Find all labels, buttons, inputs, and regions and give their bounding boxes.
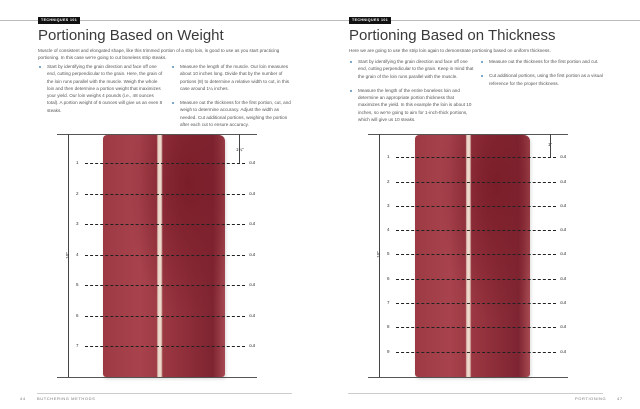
portion-number: 9: [387, 349, 390, 354]
cut-line: [396, 182, 556, 183]
cut-line: [396, 230, 556, 231]
cut-label: cut: [560, 349, 567, 354]
cut-label: cut: [560, 251, 567, 256]
portion-number: 4: [387, 227, 390, 232]
section-badge: TECHNIQUES 101: [349, 17, 392, 24]
portion-number: 7: [76, 343, 79, 348]
steps-column-1: Start by identifying the grain direction…: [349, 58, 474, 130]
page-number: 47: [617, 396, 623, 401]
cut-line: [396, 327, 556, 328]
cut-line: [85, 316, 245, 317]
step-item: Cut additional portions, using the first…: [480, 72, 605, 87]
cut-line: [85, 194, 245, 195]
cut-label: cut: [560, 324, 567, 329]
portion-number: 4: [76, 252, 79, 257]
section-badge: TECHNIQUES 101: [38, 17, 81, 24]
portion-number: 7: [387, 300, 390, 305]
cut-line: [396, 303, 556, 304]
cut-label: cut: [249, 221, 256, 226]
bottom-rule: [368, 377, 568, 378]
footer-rule: [348, 393, 603, 394]
portion-arrow: [239, 134, 240, 163]
intro-text: Muscle of consistent and elongated shape…: [38, 48, 280, 60]
portion-number: 2: [76, 191, 79, 196]
intro-text: Here we are going to use the strip loin …: [349, 48, 551, 53]
footer-rule: [37, 393, 292, 394]
page-title: Portioning Based on Thickness: [349, 27, 556, 44]
portion-number: 1: [387, 154, 390, 159]
page-title: Portioning Based on Weight: [38, 27, 224, 44]
length-label: 10": [375, 251, 381, 258]
step-item: Start by identifying the grain direction…: [38, 63, 163, 114]
portion-label: 1¼": [236, 147, 244, 152]
steps-column-2: Measure the length of the muscle. Our lo…: [171, 63, 291, 135]
portion-number: 8: [387, 324, 390, 329]
page-number: 44: [20, 396, 26, 401]
portion-number: 6: [76, 313, 79, 318]
step-item: Measure out the thickness for the first …: [171, 99, 291, 128]
portion-label: 1": [548, 142, 553, 147]
cut-label: cut: [249, 252, 256, 257]
footer-section: BUTCHERING METHODS: [37, 396, 96, 401]
step-item: Start by identifying the grain direction…: [349, 58, 474, 80]
length-arrow: [68, 134, 69, 377]
bottom-rule: [57, 377, 257, 378]
cut-label: cut: [560, 179, 567, 184]
header-rule: [0, 20, 320, 21]
left-page: TECHNIQUES 101 Portioning Based on Weigh…: [0, 17, 320, 401]
cut-line: [85, 346, 245, 347]
footer-section: PORTIONING: [575, 396, 607, 401]
cut-label: cut: [560, 276, 567, 281]
top-rule: [368, 134, 568, 135]
length-label: 10": [64, 252, 70, 259]
cut-line: [85, 255, 245, 256]
cut-line: [85, 163, 245, 164]
cut-line: [396, 157, 556, 158]
cut-line: [396, 254, 556, 255]
right-page: TECHNIQUES 101 Portioning Based on Thick…: [320, 0, 640, 409]
cut-label: cut: [249, 313, 256, 318]
cut-line: [396, 279, 556, 280]
step-item: Measure out the thickness for the first …: [480, 58, 605, 65]
portion-number: 2: [387, 179, 390, 184]
cut-label: cut: [249, 160, 256, 165]
portion-number: 3: [387, 203, 390, 208]
portion-number: 5: [387, 251, 390, 256]
portion-number: 6: [387, 276, 390, 281]
step-item: Measure the length of the entire boneles…: [349, 87, 474, 123]
top-rule: [57, 134, 257, 135]
strip-loin-photo: [415, 135, 530, 377]
strip-loin-photo: [103, 135, 225, 377]
cut-label: cut: [560, 300, 567, 305]
cut-line: [85, 224, 245, 225]
step-item: Measure the length of the muscle. Our lo…: [171, 63, 291, 92]
cut-line: [396, 352, 556, 353]
cut-label: cut: [560, 203, 567, 208]
steps-column-1: Start by identifying the grain direction…: [38, 63, 163, 121]
portion-arrow: [550, 134, 551, 157]
portion-number: 1: [76, 160, 79, 165]
cut-line: [85, 285, 245, 286]
steps-column-2: Measure out the thickness for the first …: [480, 58, 605, 94]
header-rule: [320, 20, 640, 21]
cut-label: cut: [249, 343, 256, 348]
portion-number: 3: [76, 221, 79, 226]
cut-label: cut: [249, 191, 256, 196]
length-arrow: [379, 134, 380, 377]
cut-label: cut: [249, 282, 256, 287]
portion-number: 5: [76, 282, 79, 287]
cut-line: [396, 206, 556, 207]
cut-label: cut: [560, 154, 567, 159]
cut-label: cut: [560, 227, 567, 232]
